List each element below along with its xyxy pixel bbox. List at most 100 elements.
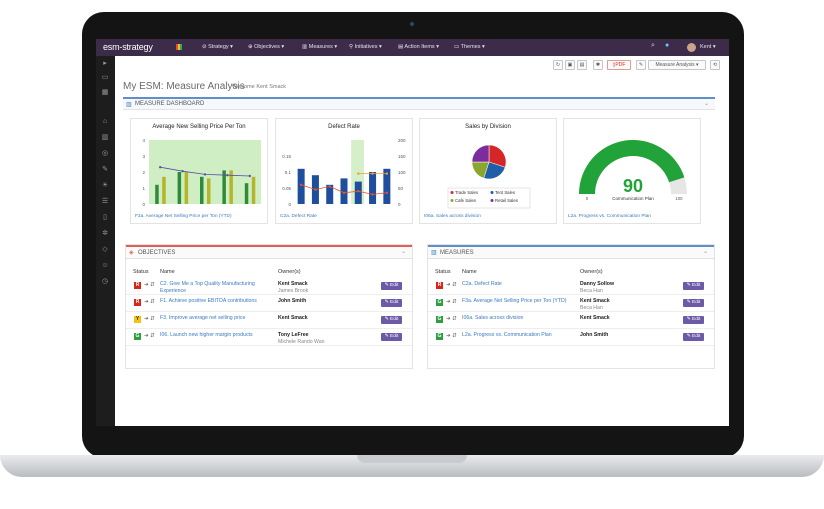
- edit-button[interactable]: ✎ Edit: [381, 333, 402, 341]
- wrench-icon[interactable]: ✎: [102, 166, 108, 173]
- clock-icon[interactable]: ◷: [101, 278, 109, 285]
- chevron-down-icon[interactable]: ⌄: [702, 249, 708, 255]
- edit-icon[interactable]: ✎: [636, 60, 646, 70]
- bar: [340, 178, 348, 204]
- edit-button[interactable]: ✎ Edit: [381, 282, 402, 290]
- edit-button[interactable]: ✎ Edit: [683, 316, 704, 324]
- export-icon[interactable]: ▤: [577, 60, 587, 70]
- legend-swatch: [450, 191, 454, 194]
- row-owners: Tony LeFree Michele Rando Wan: [278, 332, 325, 345]
- objectives-panel: ◈ OBJECTIVES ⌄ Status Name Owner(s) R ➜ ⇵…: [125, 244, 413, 369]
- row-name-link[interactable]: F1. Achieve positive EBITDA contribution…: [160, 298, 257, 304]
- laptop-base: [0, 455, 824, 477]
- chevron-down-icon[interactable]: ⌄: [703, 101, 709, 107]
- bar: [297, 168, 305, 204]
- search-icon[interactable]: ⌕: [651, 42, 655, 49]
- row-name-link[interactable]: I06a. Sales across division: [462, 315, 524, 321]
- owner-primary: John Smith: [278, 298, 307, 304]
- line-point: [328, 185, 331, 188]
- monitor-icon[interactable]: ▭: [101, 74, 109, 81]
- view-select[interactable]: Measure Analysis ▾: [648, 60, 706, 70]
- card-link-defect-rate[interactable]: C2a. Defect Rate: [280, 214, 317, 219]
- edit-button[interactable]: ✎ Edit: [381, 299, 402, 307]
- status-badge: G: [436, 333, 443, 340]
- owner-primary: Kent Smack: [580, 298, 610, 304]
- y2-tick-label: 100: [398, 170, 406, 175]
- line-point: [385, 172, 389, 175]
- row-name-link[interactable]: C2. Give Me a Top Quality Manufacturing …: [160, 281, 255, 294]
- list-icon[interactable]: ☰: [101, 198, 109, 205]
- gear-icon[interactable]: ✲: [102, 230, 108, 237]
- camera-icon: [409, 21, 415, 27]
- line-point: [357, 190, 360, 193]
- status-badge: G: [436, 316, 443, 323]
- y-tick-label: 0.05: [282, 186, 291, 191]
- card-link-sales-division[interactable]: I06a. Sales across division: [424, 214, 481, 219]
- nav-initiatives[interactable]: ⚲ Initiatives ▾: [349, 44, 382, 50]
- card-link-selling-price[interactable]: F3a. Average Net Selling Price per Ton (…: [135, 214, 232, 219]
- trend-arrow-icon: ➜ ⇵: [446, 282, 457, 288]
- row-name-link[interactable]: C2a. Defect Rate: [462, 281, 502, 287]
- measures-header: ▥ MEASURES ⌄: [428, 245, 714, 259]
- collapse-arrow-icon[interactable]: ▸: [103, 60, 107, 67]
- bar: [244, 183, 249, 204]
- y2-tick-label: 150: [398, 154, 406, 159]
- line-point: [385, 191, 389, 194]
- print-icon[interactable]: ▣: [565, 60, 575, 70]
- owner-secondary: Michele Rando Wan: [278, 338, 325, 345]
- top-navbar: esm-strategy ⊘ Strategy ▾ ⊕ Objectives ▾…: [96, 39, 729, 56]
- people-icon[interactable]: ☺: [101, 262, 109, 269]
- legend-swatch: [490, 199, 494, 202]
- legend-label: Cafe Sales: [455, 198, 476, 203]
- col-status: Status: [435, 269, 451, 275]
- nav-measures[interactable]: ▥ Measures ▾: [302, 44, 338, 50]
- y-tick-label: 0: [142, 202, 145, 207]
- table-row: R ➜ ⇵ C2. Give Me a Top Quality Manufactur…: [126, 279, 412, 295]
- gauge-min: 0: [586, 196, 589, 201]
- bulb-icon[interactable]: ☀: [101, 182, 109, 189]
- chart-icon[interactable]: ▥: [101, 134, 109, 141]
- home-icon[interactable]: ⌂: [102, 118, 108, 125]
- avatar[interactable]: [687, 43, 696, 52]
- grid-icon[interactable]: ▦: [101, 89, 109, 96]
- nav-strategy[interactable]: ⊘ Strategy ▾: [202, 44, 233, 50]
- laptop-notch: [357, 455, 467, 463]
- row-name-link[interactable]: L2a. Progress vs. Communication Plan: [462, 332, 552, 338]
- shield-icon[interactable]: ◇: [102, 246, 108, 253]
- compass-icon[interactable]: ◎: [101, 150, 109, 157]
- line-point: [314, 188, 317, 191]
- bar-chart-icon: ▥: [126, 102, 132, 108]
- edit-button[interactable]: ✎ Edit: [683, 333, 704, 341]
- measures-panel: ▥ MEASURES ⌄ Status Name Owner(s) R ➜ ⇵ C2…: [427, 244, 715, 369]
- brand-logo[interactable]: esm-strategy: [103, 42, 153, 52]
- chevron-down-icon[interactable]: ⌄: [400, 249, 406, 255]
- file-icon[interactable]: ▯: [103, 214, 107, 221]
- close-icon[interactable]: ⟲: [710, 60, 720, 70]
- edit-button[interactable]: ✎ Edit: [683, 282, 704, 290]
- row-name-link[interactable]: I06. Launch new higher margin products: [160, 332, 253, 338]
- pie-slice: [471, 144, 490, 163]
- row-name-link[interactable]: F3. Improve average net selling price: [160, 315, 246, 321]
- edit-button[interactable]: ✎ Edit: [683, 299, 704, 307]
- card-link-communication-plan[interactable]: L2a. Progress vs. Communication Plan: [568, 214, 651, 219]
- chat-icon[interactable]: ●: [665, 42, 670, 49]
- status-badge: G: [134, 333, 141, 340]
- gauge-label: Communication Plan: [612, 196, 654, 201]
- chart-selling-price: 4 3 2 1 0: [142, 138, 261, 207]
- y-tick-label: 2: [142, 170, 145, 175]
- nav-themes[interactable]: ▭ Themes ▾: [454, 44, 485, 50]
- settings-icon[interactable]: ✱: [593, 60, 603, 70]
- row-name-link[interactable]: F3a. Average Net Selling Price per Ton (…: [462, 298, 567, 304]
- pdf-button[interactable]: ▯PDF: [607, 60, 631, 70]
- y-tick-label: 0.1: [285, 170, 292, 175]
- nav-objectives[interactable]: ⊕ Objectives ▾: [248, 44, 285, 50]
- bar: [177, 172, 182, 204]
- welcome-text: Welcome Kent Smack: [232, 84, 287, 90]
- user-menu[interactable]: Kent ▾: [700, 44, 716, 50]
- edit-button[interactable]: ✎ Edit: [381, 316, 402, 324]
- owner-primary: John Smith: [580, 332, 609, 338]
- bar: [162, 176, 166, 204]
- refresh-icon[interactable]: ↻: [553, 60, 563, 70]
- nav-action-items[interactable]: ▤ Action Items ▾: [398, 44, 439, 50]
